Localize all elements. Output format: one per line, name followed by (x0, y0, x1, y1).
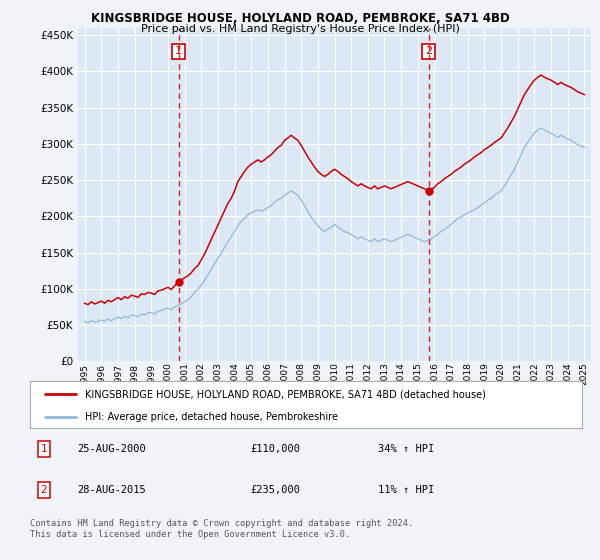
Text: 34% ↑ HPI: 34% ↑ HPI (378, 444, 434, 454)
Text: 11% ↑ HPI: 11% ↑ HPI (378, 484, 434, 494)
Text: 1: 1 (175, 46, 182, 57)
Text: HPI: Average price, detached house, Pembrokeshire: HPI: Average price, detached house, Pemb… (85, 412, 338, 422)
Text: Price paid vs. HM Land Registry's House Price Index (HPI): Price paid vs. HM Land Registry's House … (140, 24, 460, 34)
Text: 28-AUG-2015: 28-AUG-2015 (77, 484, 146, 494)
Text: 2: 2 (425, 46, 432, 57)
Text: 1: 1 (40, 444, 47, 454)
Text: £235,000: £235,000 (251, 484, 301, 494)
Text: 25-AUG-2000: 25-AUG-2000 (77, 444, 146, 454)
Text: £110,000: £110,000 (251, 444, 301, 454)
Text: KINGSBRIDGE HOUSE, HOLYLAND ROAD, PEMBROKE, SA71 4BD (detached house): KINGSBRIDGE HOUSE, HOLYLAND ROAD, PEMBRO… (85, 389, 486, 399)
Text: Contains HM Land Registry data © Crown copyright and database right 2024.
This d: Contains HM Land Registry data © Crown c… (30, 519, 413, 539)
Text: 2: 2 (40, 484, 47, 494)
Text: KINGSBRIDGE HOUSE, HOLYLAND ROAD, PEMBROKE, SA71 4BD: KINGSBRIDGE HOUSE, HOLYLAND ROAD, PEMBRO… (91, 12, 509, 25)
